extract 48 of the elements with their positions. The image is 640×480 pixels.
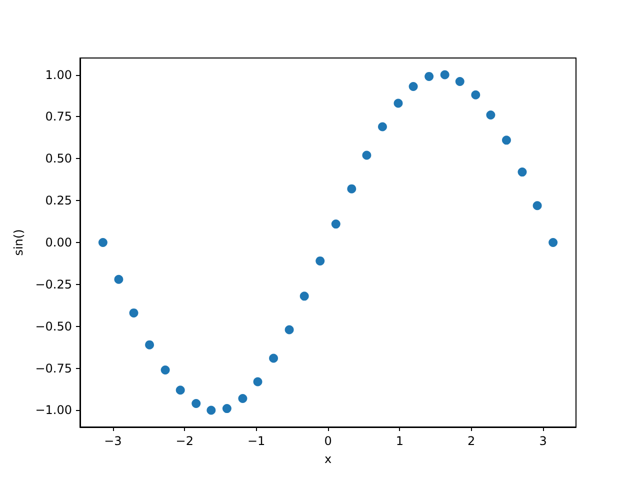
x-tick-label: −2 (176, 434, 194, 448)
y-tick-label: −0.75 (35, 361, 72, 376)
point (316, 256, 325, 266)
point (98, 238, 108, 247)
point (394, 98, 403, 108)
point (532, 201, 542, 210)
y-tick-label: 0.50 (45, 152, 72, 166)
point (114, 274, 124, 284)
point (362, 150, 372, 160)
point (160, 365, 170, 374)
x-tick-label: −1 (247, 434, 266, 448)
y-tick-label: 0.00 (45, 236, 72, 250)
point (222, 404, 232, 414)
y-tick-label: 1.00 (45, 68, 72, 82)
point (424, 72, 434, 81)
point (347, 184, 356, 194)
point (129, 308, 138, 318)
point (486, 110, 496, 120)
point (253, 377, 262, 386)
y-tick-label: −0.50 (35, 319, 72, 334)
point (300, 292, 309, 301)
point (331, 220, 340, 229)
point (238, 394, 248, 403)
x-tick-label: 2 (468, 434, 476, 448)
point (192, 399, 201, 408)
y-tick-label: 0.25 (45, 194, 72, 208)
y-tick-label: −1.00 (35, 403, 72, 418)
y-tick-label: 0.75 (45, 110, 72, 124)
x-tick-label: 1 (396, 434, 404, 448)
point (269, 354, 278, 363)
x-tick-label: −3 (104, 434, 122, 448)
point (378, 122, 387, 132)
y-tick-label: −0.25 (35, 277, 72, 292)
point (408, 82, 418, 92)
x-tick-label: 3 (539, 434, 547, 448)
x-tick-label: 0 (324, 434, 332, 448)
point (440, 70, 450, 80)
point (548, 238, 558, 247)
x-axis-title: x (324, 452, 332, 466)
point (284, 325, 294, 334)
point (176, 386, 185, 395)
point (471, 90, 480, 100)
y-axis-title: sin() (11, 229, 26, 256)
point (502, 136, 511, 145)
point (145, 340, 154, 350)
point (206, 406, 216, 415)
point (518, 168, 527, 177)
point (455, 76, 464, 86)
